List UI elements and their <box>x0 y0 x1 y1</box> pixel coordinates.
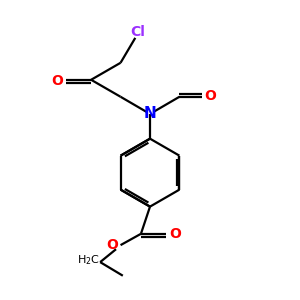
Text: H$_2$C: H$_2$C <box>77 253 100 267</box>
Text: O: O <box>204 88 216 103</box>
Text: O: O <box>107 238 118 252</box>
Text: O: O <box>51 74 63 88</box>
Text: N: N <box>144 106 156 121</box>
Text: O: O <box>169 227 181 241</box>
Text: Cl: Cl <box>130 25 145 39</box>
